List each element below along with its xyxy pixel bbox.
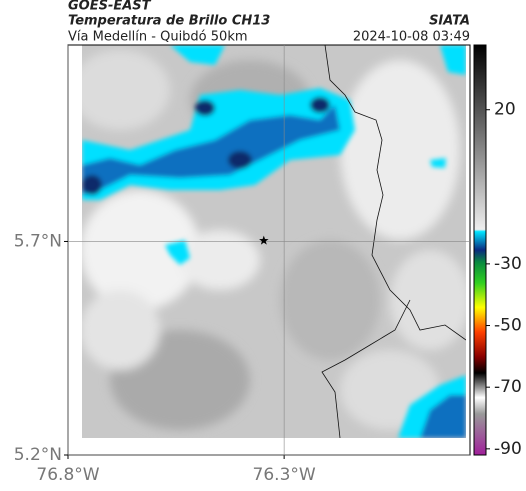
x-tick-label: 76.3°W [253,465,316,485]
colorbar-label: -50 [494,316,522,336]
y-tick-label: 5.7°N [14,231,62,251]
location-marker [259,235,269,245]
x-tick-label: 76.8°W [36,465,99,485]
colorbar-label: -90 [494,439,522,459]
source: GOES-EAST [68,0,152,14]
route: Vía Medellín - Quibdó 50km [68,30,248,45]
map-image [82,45,466,438]
colorbar [473,44,487,456]
agency: SIATA [429,14,470,29]
colorbar-label: -30 [494,254,522,274]
y-tick-label: 5.2°N [14,445,62,465]
colorbar-label: 20 [494,100,516,120]
colorbar-label: -70 [494,377,522,397]
product: Temperatura de Brillo CH13 [68,14,270,29]
datetime: 2024-10-08 03:49 [353,30,470,45]
